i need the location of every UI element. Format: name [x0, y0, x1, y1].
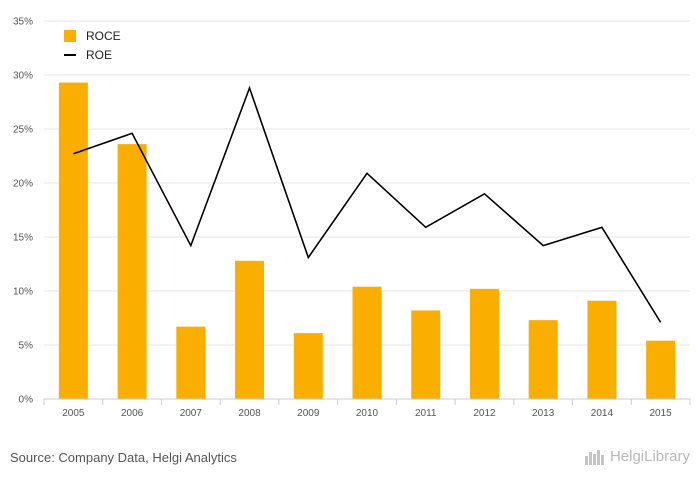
- roce-bar-2015: [646, 340, 676, 399]
- library-books-icon: [584, 449, 605, 465]
- roce-bar-2009: [293, 333, 323, 399]
- y-tick-label: 35%: [13, 17, 33, 28]
- x-tick-label: 2013: [532, 408, 555, 419]
- roce-bar-2014: [587, 300, 617, 399]
- roce-bar-2007: [176, 326, 206, 399]
- x-tick-label: 2008: [238, 408, 261, 419]
- y-tick-label: 20%: [13, 179, 33, 190]
- source-note: Source: Company Data, Helgi Analytics: [10, 450, 237, 465]
- legend-swatch-roce: [64, 30, 76, 42]
- roce-bar-2012: [469, 288, 499, 399]
- roce-bar-2005: [58, 82, 88, 399]
- x-axis: 2005 2006 2007 2008 2009 2010 2011 2012 2013 2014…: [43, 398, 691, 419]
- x-tick-label: 2012: [473, 408, 496, 419]
- grid-lines: [44, 20, 690, 346]
- y-tick-label: 10%: [13, 287, 33, 298]
- y-tick-label: 0%: [19, 395, 34, 406]
- x-tick-label: 2006: [121, 408, 144, 419]
- roce-bar-2006: [117, 144, 147, 399]
- roe-line-series: [73, 85, 662, 323]
- x-tick-label: 2010: [356, 408, 379, 419]
- brand-logo: HelgiLibrary: [584, 448, 690, 465]
- x-tick-label: 2011: [415, 408, 437, 419]
- roce-bar-2011: [411, 310, 441, 399]
- legend-label-roce: ROCE: [86, 29, 121, 43]
- y-tick-label: 15%: [13, 233, 33, 244]
- x-tick-label: 2007: [180, 408, 203, 419]
- legend: ROCE ROE: [64, 29, 121, 62]
- roce-bar-2008: [235, 260, 265, 399]
- x-tick-label: 2014: [591, 408, 614, 419]
- y-axis-tick-labels: 0% 5% 10% 15% 20% 25% 30% 35%: [13, 17, 33, 406]
- roe-line: [73, 85, 662, 323]
- x-tick-label: 2015: [650, 408, 673, 419]
- brand-name: HelgiLibrary: [609, 448, 690, 465]
- x-tick-label: 2009: [297, 408, 320, 419]
- legend-label-roe: ROE: [86, 48, 112, 62]
- roce-bar-2013: [528, 320, 558, 399]
- roce-bar-2010: [352, 286, 382, 399]
- roce-bars: [58, 82, 676, 399]
- x-tick-label: 2005: [62, 408, 85, 419]
- y-tick-label: 5%: [19, 341, 34, 352]
- y-tick-label: 25%: [13, 125, 33, 136]
- y-tick-label: 30%: [13, 71, 33, 82]
